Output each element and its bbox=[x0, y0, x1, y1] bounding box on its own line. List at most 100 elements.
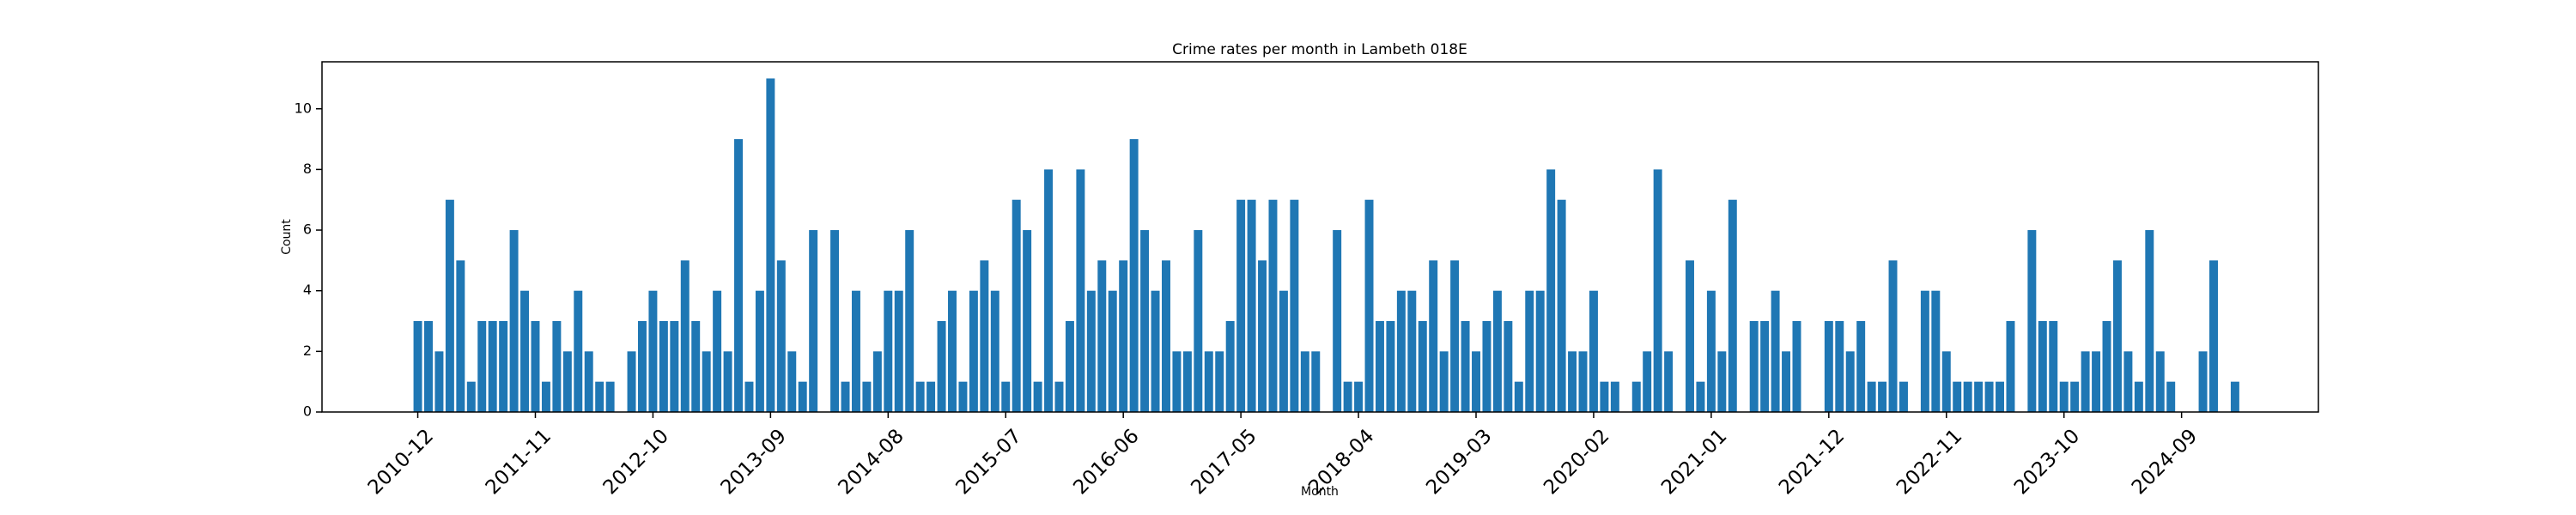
bar bbox=[1012, 199, 1021, 412]
bar bbox=[958, 381, 968, 412]
bar bbox=[1557, 199, 1566, 412]
bar bbox=[734, 139, 743, 412]
bar bbox=[574, 290, 583, 412]
bar bbox=[1963, 381, 1972, 412]
x-tick-label: 2014-08 bbox=[835, 425, 908, 499]
bar bbox=[884, 290, 893, 412]
bar bbox=[1386, 321, 1395, 412]
bar bbox=[2070, 381, 2080, 412]
bar bbox=[509, 230, 519, 412]
bar bbox=[595, 381, 605, 412]
bar bbox=[798, 381, 807, 412]
bar bbox=[915, 381, 925, 412]
bar bbox=[2230, 381, 2239, 412]
bar bbox=[862, 381, 872, 412]
bar bbox=[2145, 230, 2154, 412]
bar bbox=[1610, 381, 1619, 412]
bar bbox=[1974, 381, 1984, 412]
bar bbox=[605, 381, 615, 412]
bar bbox=[2027, 230, 2037, 412]
bar bbox=[1172, 351, 1182, 412]
x-tick-label: 2021-01 bbox=[1657, 425, 1731, 499]
bar bbox=[488, 321, 497, 412]
bar bbox=[520, 290, 530, 412]
bar bbox=[1953, 381, 1962, 412]
bar bbox=[1151, 290, 1160, 412]
bar bbox=[2166, 381, 2176, 412]
bar bbox=[1119, 260, 1128, 412]
bar bbox=[1664, 351, 1674, 412]
bar bbox=[841, 381, 850, 412]
x-tick-label: 2017-05 bbox=[1187, 425, 1261, 499]
bar bbox=[1311, 351, 1321, 412]
bar bbox=[1920, 290, 1929, 412]
bar bbox=[499, 321, 508, 412]
bar bbox=[1140, 230, 1150, 412]
bar bbox=[1482, 321, 1492, 412]
x-axis-label: Month bbox=[1301, 485, 1339, 499]
x-tick-label: 2023-10 bbox=[2010, 425, 2084, 499]
bar bbox=[1290, 199, 1299, 412]
bar bbox=[562, 351, 572, 412]
y-tick-label: 4 bbox=[303, 282, 312, 298]
bar bbox=[477, 321, 487, 412]
bar bbox=[1054, 381, 1064, 412]
bar bbox=[776, 260, 786, 412]
x-tick-label: 2021-12 bbox=[1775, 425, 1849, 499]
x-tick-label: 2012-10 bbox=[599, 425, 673, 499]
bar bbox=[1333, 230, 1342, 412]
bar bbox=[1899, 381, 1908, 412]
bar bbox=[1343, 381, 1352, 412]
bar bbox=[990, 290, 999, 412]
bar bbox=[1162, 260, 1170, 412]
bar bbox=[691, 321, 701, 412]
bar bbox=[670, 321, 679, 412]
bar bbox=[744, 381, 754, 412]
bar bbox=[894, 290, 903, 412]
bar bbox=[1792, 321, 1801, 412]
bar bbox=[1300, 351, 1309, 412]
bar bbox=[1215, 351, 1224, 412]
bar bbox=[466, 381, 476, 412]
bar bbox=[1835, 321, 1844, 412]
bar bbox=[1856, 321, 1866, 412]
bar bbox=[1044, 169, 1054, 413]
x-tick-label: 2010-12 bbox=[364, 425, 438, 499]
bar bbox=[2155, 351, 2165, 412]
bar bbox=[456, 260, 465, 412]
bar bbox=[1236, 199, 1246, 412]
bar bbox=[766, 78, 775, 412]
bar bbox=[1225, 321, 1235, 412]
bar bbox=[830, 230, 840, 412]
y-tick-label: 6 bbox=[303, 221, 312, 238]
bar bbox=[1525, 290, 1534, 412]
bar bbox=[1941, 351, 1951, 412]
x-tick-label: 2018-04 bbox=[1304, 425, 1378, 499]
bar bbox=[905, 230, 914, 412]
plot-frame bbox=[321, 61, 2319, 413]
x-tick-label: 2015-07 bbox=[951, 425, 1025, 499]
bar bbox=[1546, 169, 1556, 413]
bar bbox=[809, 230, 818, 412]
bar bbox=[1354, 381, 1364, 412]
bar bbox=[969, 290, 978, 412]
bar bbox=[1194, 230, 1203, 412]
bar bbox=[1578, 351, 1588, 412]
bar bbox=[1867, 381, 1876, 412]
bar bbox=[1450, 260, 1460, 412]
bar bbox=[948, 290, 957, 412]
bar bbox=[1878, 381, 1887, 412]
bar bbox=[1931, 290, 1941, 412]
bar bbox=[1568, 351, 1577, 412]
x-tick-label: 2013-09 bbox=[717, 425, 791, 499]
bar bbox=[680, 260, 690, 412]
bar bbox=[1492, 290, 1502, 412]
bar bbox=[1108, 290, 1117, 412]
x-tick-label: 2019-03 bbox=[1422, 425, 1496, 499]
bar bbox=[1461, 321, 1470, 412]
y-tick-label: 8 bbox=[303, 161, 312, 177]
bar bbox=[424, 321, 433, 412]
x-tick-label: 2020-02 bbox=[1540, 425, 1613, 499]
bar bbox=[1504, 321, 1513, 412]
